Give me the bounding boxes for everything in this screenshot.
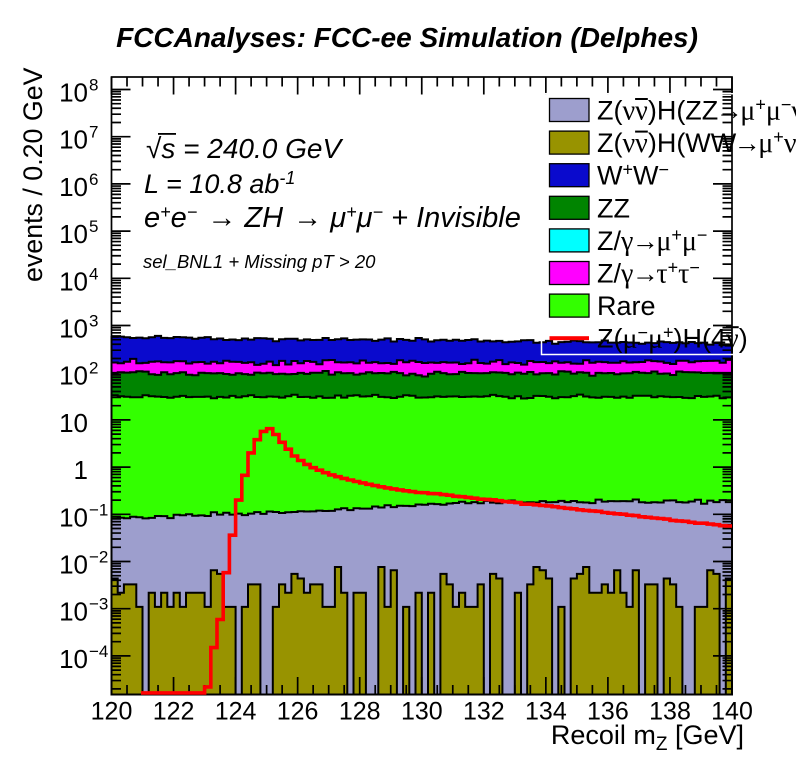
svg-text:136: 136 <box>587 698 629 726</box>
svg-text:6: 6 <box>89 170 98 189</box>
svg-text:4: 4 <box>89 264 98 283</box>
svg-text:122: 122 <box>153 698 195 726</box>
svg-text:3: 3 <box>89 312 98 331</box>
svg-text:Z(νν)H(WW→μ+νμμ−νμ: Z(νν)H(WW→μ+νμμ−νμ <box>597 127 796 162</box>
svg-text:Rare: Rare <box>597 291 656 321</box>
svg-text:10: 10 <box>59 597 88 627</box>
svg-text:10: 10 <box>59 314 88 344</box>
svg-text:ZZ: ZZ <box>597 193 630 223</box>
svg-text:126: 126 <box>277 698 319 726</box>
svg-text:132: 132 <box>463 698 505 726</box>
svg-text:128: 128 <box>339 698 381 726</box>
svg-text:7: 7 <box>89 123 98 142</box>
svg-text:134: 134 <box>525 698 567 726</box>
svg-text:138: 138 <box>649 698 691 726</box>
svg-text:2: 2 <box>89 359 98 378</box>
svg-text:Z(νν)H(ZZ→μ+μ−νν): Z(νν)H(ZZ→μ+μ−νν) <box>597 95 796 127</box>
svg-text:FCCAnalyses: FCC-ee Simulation: FCCAnalyses: FCC-ee Simulation (Delphes) <box>116 22 698 53</box>
svg-text:10: 10 <box>59 408 88 438</box>
svg-text:√s = 240.0 GeV: √s = 240.0 GeV <box>146 133 343 164</box>
svg-text:Z(μ−μ+)H(4ν): Z(μ−μ+)H(4ν) <box>597 323 748 355</box>
svg-text:1: 1 <box>74 455 88 485</box>
svg-text:e+e− → ZH → μ+μ− + Invisible: e+e− → ZH → μ+μ− + Invisible <box>144 202 521 234</box>
svg-text:sel_BNL1 + Missing pT > 20: sel_BNL1 + Missing pT > 20 <box>143 251 376 272</box>
svg-text:8: 8 <box>89 76 98 95</box>
svg-text:L = 10.8 ab-1: L = 10.8 ab-1 <box>144 168 295 199</box>
svg-text:10: 10 <box>59 644 88 674</box>
svg-text:120: 120 <box>91 698 133 726</box>
svg-text:10: 10 <box>59 219 88 249</box>
svg-text:10: 10 <box>59 550 88 580</box>
svg-text:Recoil mZ [GeV]: Recoil mZ [GeV] <box>551 720 744 755</box>
svg-text:140: 140 <box>711 698 753 726</box>
svg-text:−1: −1 <box>89 500 108 519</box>
svg-text:130: 130 <box>401 698 443 726</box>
svg-text:124: 124 <box>215 698 257 726</box>
svg-text:events / 0.20 GeV: events / 0.20 GeV <box>18 67 48 282</box>
svg-text:Z/γ→τ+τ−: Z/γ→τ+τ− <box>597 258 700 290</box>
svg-text:10: 10 <box>59 125 88 155</box>
svg-text:10: 10 <box>59 502 88 532</box>
svg-text:10: 10 <box>59 361 88 391</box>
svg-text:W+W−: W+W− <box>597 160 669 191</box>
svg-text:10: 10 <box>59 172 88 202</box>
svg-text:−4: −4 <box>89 642 108 661</box>
svg-text:Z/γ→μ+μ−: Z/γ→μ+μ− <box>597 225 707 257</box>
svg-text:−3: −3 <box>89 595 108 614</box>
svg-text:10: 10 <box>59 266 88 296</box>
svg-text:−2: −2 <box>89 548 108 567</box>
svg-text:10: 10 <box>59 78 88 108</box>
svg-text:5: 5 <box>89 217 98 236</box>
